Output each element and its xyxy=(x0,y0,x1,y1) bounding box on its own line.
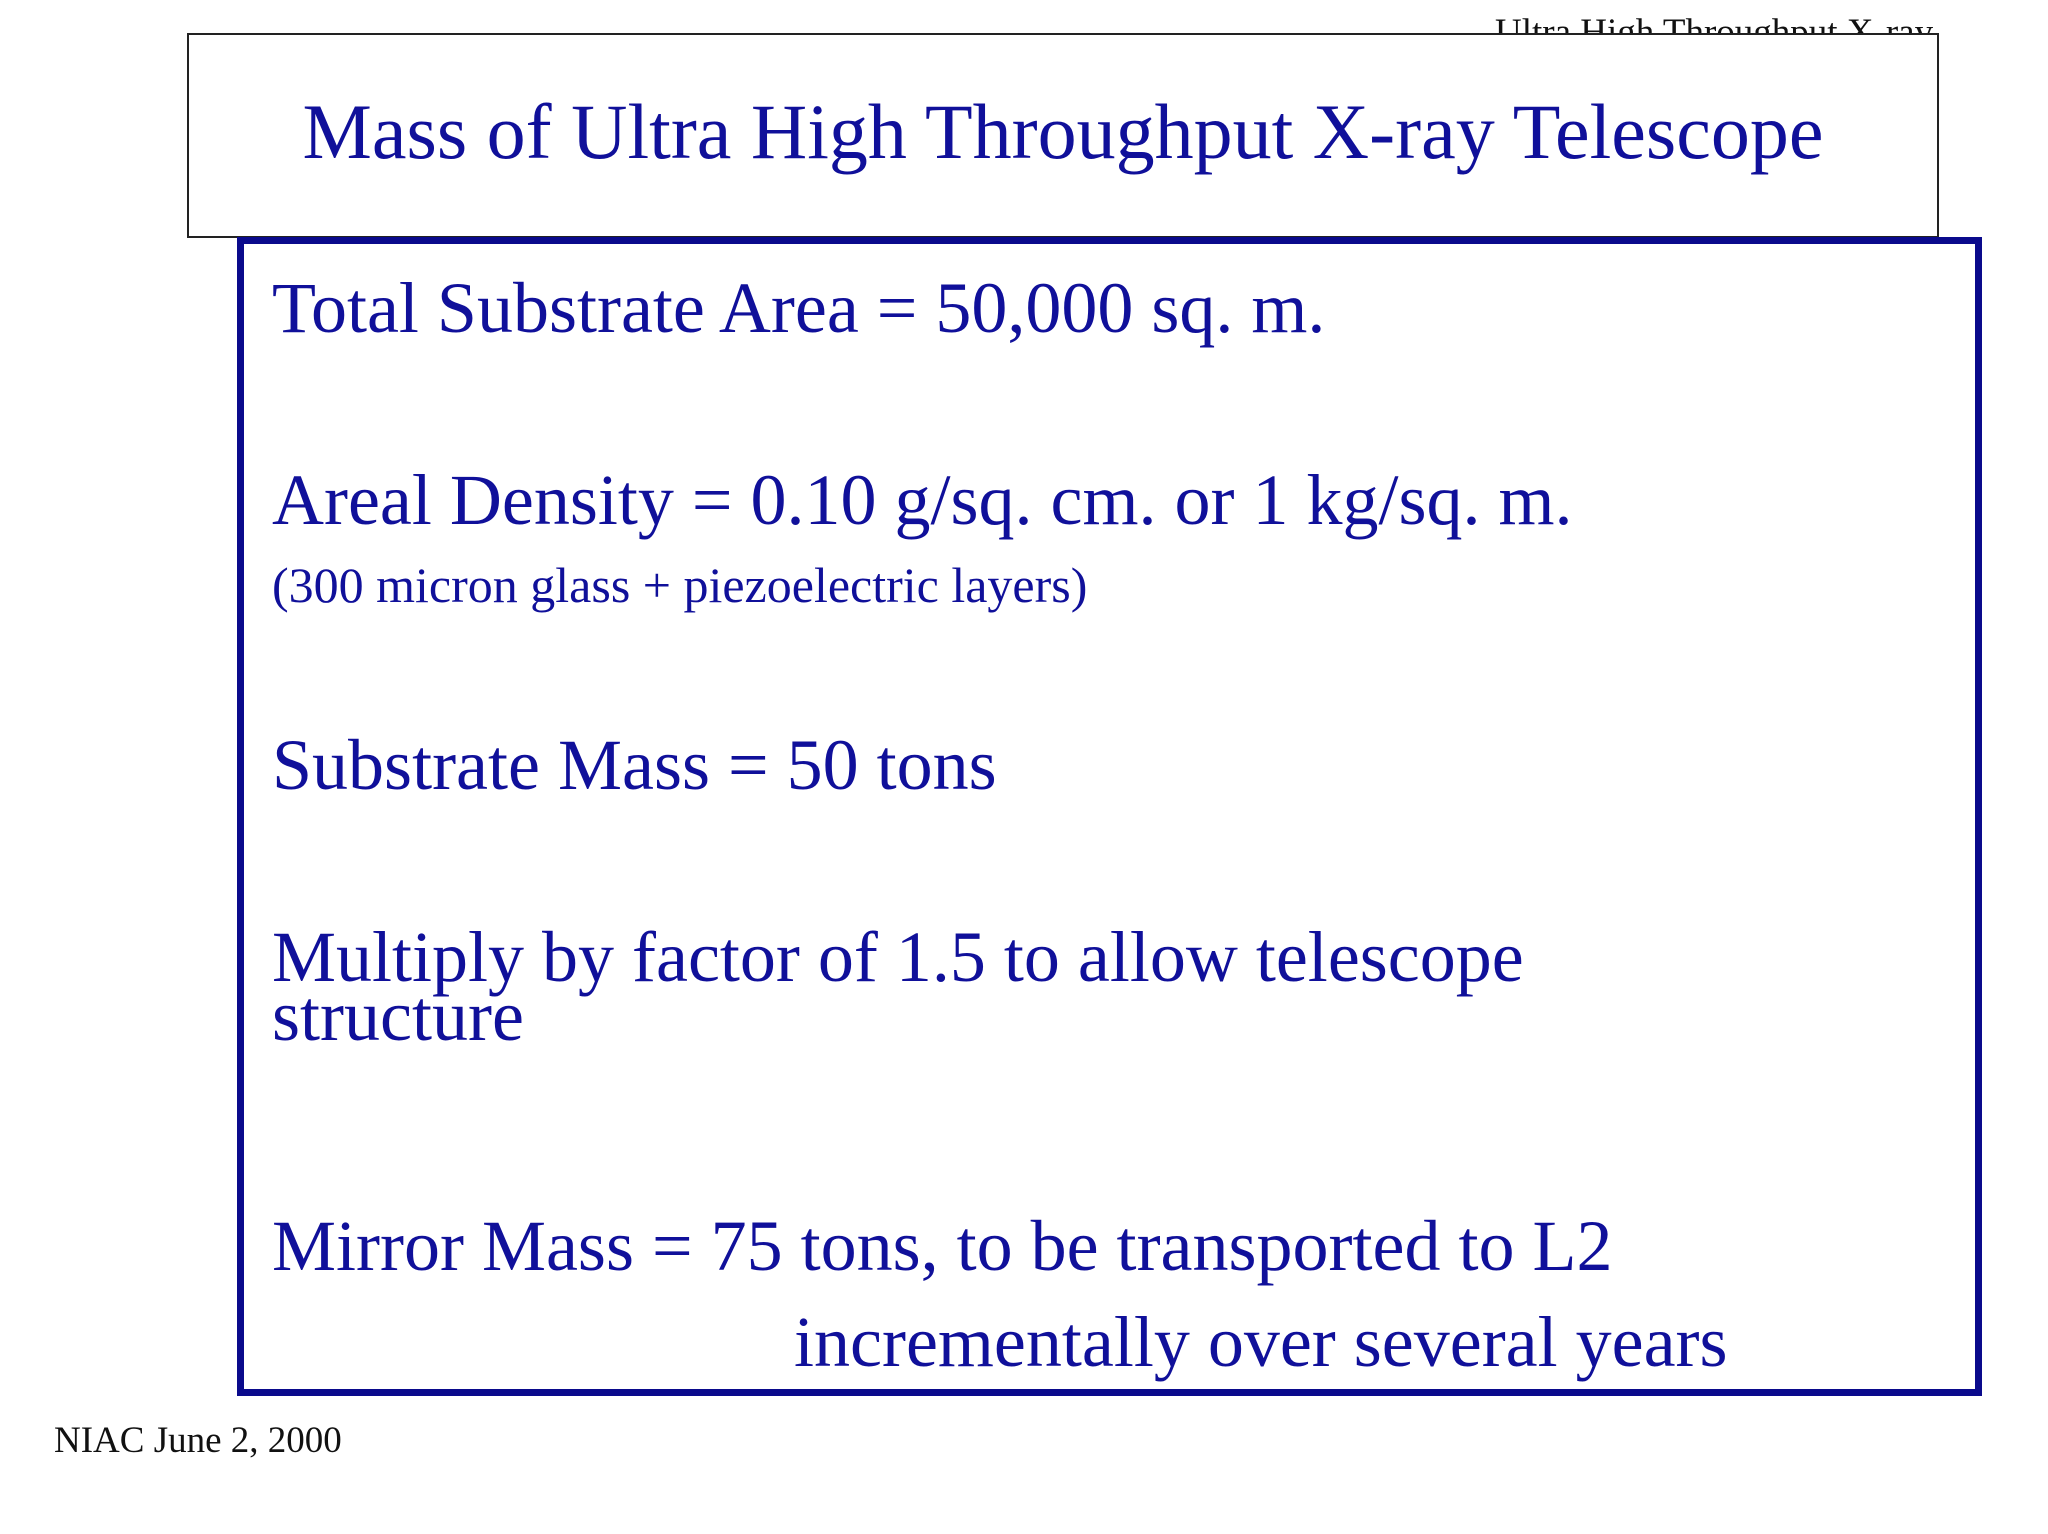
areal-density: Areal Density = 0.10 g/sq. cm. or 1 kg/s… xyxy=(272,460,1573,540)
mirror-mass-line1: Mirror Mass = 75 tons, to be transported… xyxy=(272,1206,1613,1286)
multiply-factor-line1: Multiply by factor of 1.5 to allow teles… xyxy=(272,917,1524,997)
title-box: Mass of Ultra High Throughput X-ray Tele… xyxy=(187,33,1939,238)
mirror-mass-line2: incrementally over several years xyxy=(794,1302,1728,1382)
substrate-mass: Substrate Mass = 50 tons xyxy=(272,725,997,805)
areal-density-note: (300 micron glass + piezoelectric layers… xyxy=(272,557,1088,613)
content-box: Total Substrate Area = 50,000 sq. m. Are… xyxy=(237,237,1982,1396)
footer-date: NIAC June 2, 2000 xyxy=(54,1420,342,1461)
total-substrate-area: Total Substrate Area = 50,000 sq. m. xyxy=(272,268,1326,348)
multiply-factor-line2: structure xyxy=(272,976,524,1056)
slide-title: Mass of Ultra High Throughput X-ray Tele… xyxy=(302,88,1824,175)
